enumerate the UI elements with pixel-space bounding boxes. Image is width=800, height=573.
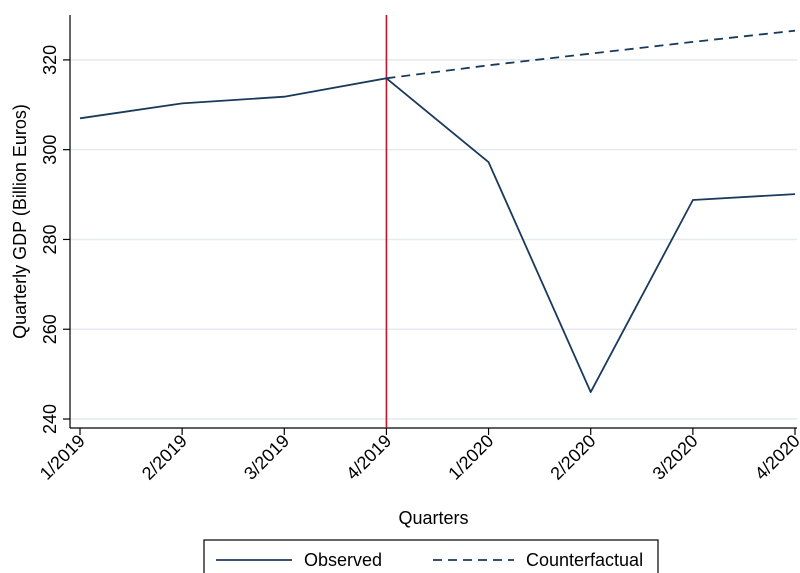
x-tick-label: 4/2020 (751, 431, 800, 484)
axes: 240 260 280 300 320 1/2019 2/2019 3/2019 4/2019 1… (36, 15, 800, 484)
y-tick-label: 300 (40, 135, 60, 165)
y-tick-label: 260 (40, 314, 60, 344)
y-axis-title: Quarterly GDP (Billion Euros) (10, 104, 30, 339)
legend: Observed Counterfactual (203, 539, 659, 573)
series-line-counterfactual (386, 29, 796, 80)
x-tick-label: 3/2020 (649, 431, 702, 484)
x-tick-label: 2/2019 (138, 431, 191, 484)
series-group (79, 29, 796, 394)
x-tick-label: 2/2020 (546, 431, 599, 484)
y-tick-label: 240 (40, 404, 60, 434)
legend-label-counterfactual: Counterfactual (526, 550, 643, 570)
x-axis-title: Quarters (398, 508, 468, 528)
series-line-observed (79, 77, 796, 394)
y-tick-label: 320 (40, 45, 60, 75)
gridlines (70, 59, 797, 420)
x-tick-label: 3/2019 (240, 431, 293, 484)
y-tick-label: 280 (40, 224, 60, 254)
x-tick-label: 1/2019 (36, 431, 89, 484)
x-tick-label: 4/2019 (342, 431, 395, 484)
legend-label-observed: Observed (304, 550, 382, 570)
x-tick-label: 1/2020 (444, 431, 497, 484)
legend-box (203, 539, 659, 573)
